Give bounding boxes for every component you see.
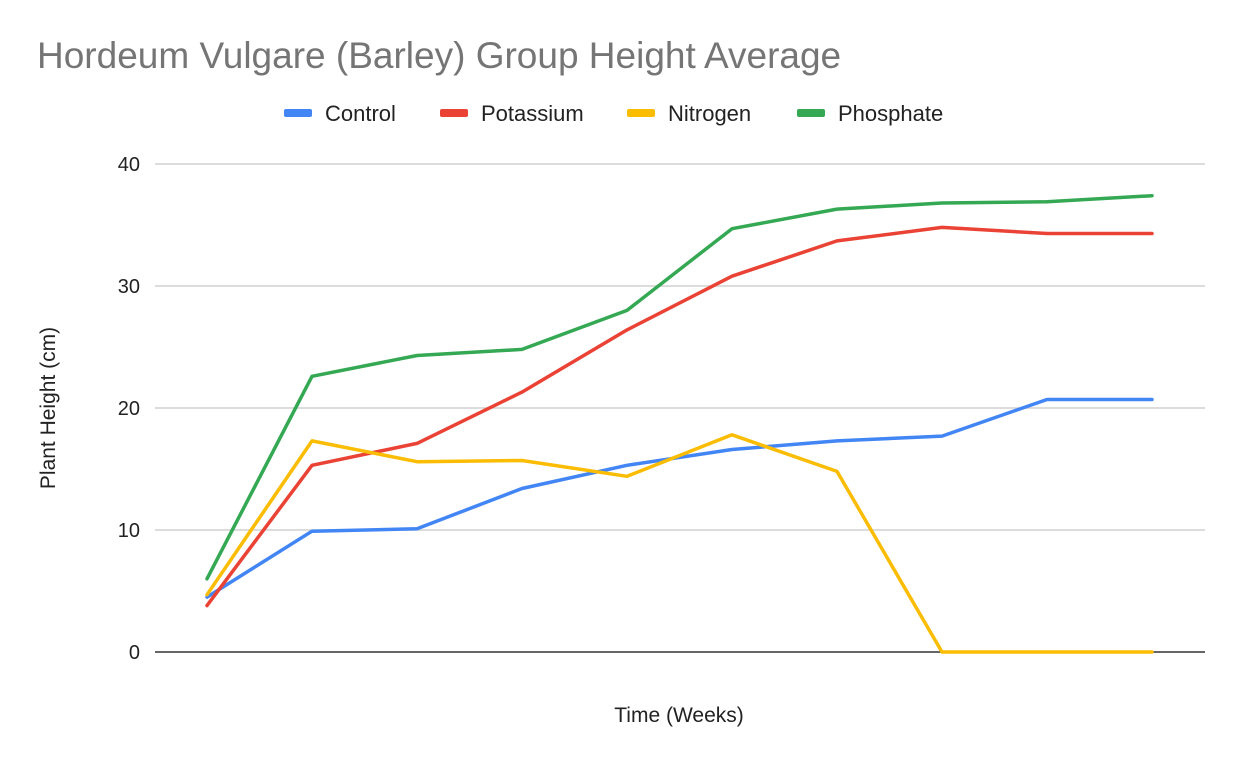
- gridlines: [155, 163, 1205, 531]
- series-line-control: [205, 397, 1154, 599]
- legend-label: Potassium: [481, 101, 584, 126]
- legend-item-nitrogen: Nitrogen: [627, 101, 751, 126]
- legend-swatch: [284, 109, 312, 117]
- legend-swatch: [627, 109, 655, 117]
- chart-title: Hordeum Vulgare (Barley) Group Height Av…: [37, 35, 841, 76]
- legend-item-phosphate: Phosphate: [797, 101, 943, 126]
- series-line-nitrogen: [205, 433, 1154, 654]
- y-axis-ticks: 0 10 20 30 40: [118, 154, 140, 664]
- legend-swatch: [440, 109, 468, 117]
- x-axis-label: Time (Weeks): [614, 704, 744, 727]
- y-tick-label: 20: [118, 398, 140, 420]
- series-line-potassium: [205, 225, 1154, 608]
- legend: Control Potassium Nitrogen Phosphate: [284, 101, 943, 126]
- legend-swatch: [797, 109, 825, 117]
- legend-label: Phosphate: [838, 101, 943, 126]
- y-tick-label: 0: [129, 642, 140, 664]
- series-line-phosphate: [205, 193, 1154, 581]
- y-tick-label: 10: [118, 520, 140, 542]
- legend-label: Control: [325, 101, 396, 126]
- y-tick-label: 40: [118, 154, 140, 176]
- series-lines: [205, 193, 1154, 654]
- legend-item-control: Control: [284, 101, 396, 126]
- y-axis-label: Plant Height (cm): [37, 327, 60, 489]
- legend-item-potassium: Potassium: [440, 101, 584, 126]
- legend-label: Nitrogen: [668, 101, 751, 126]
- y-tick-label: 30: [118, 276, 140, 298]
